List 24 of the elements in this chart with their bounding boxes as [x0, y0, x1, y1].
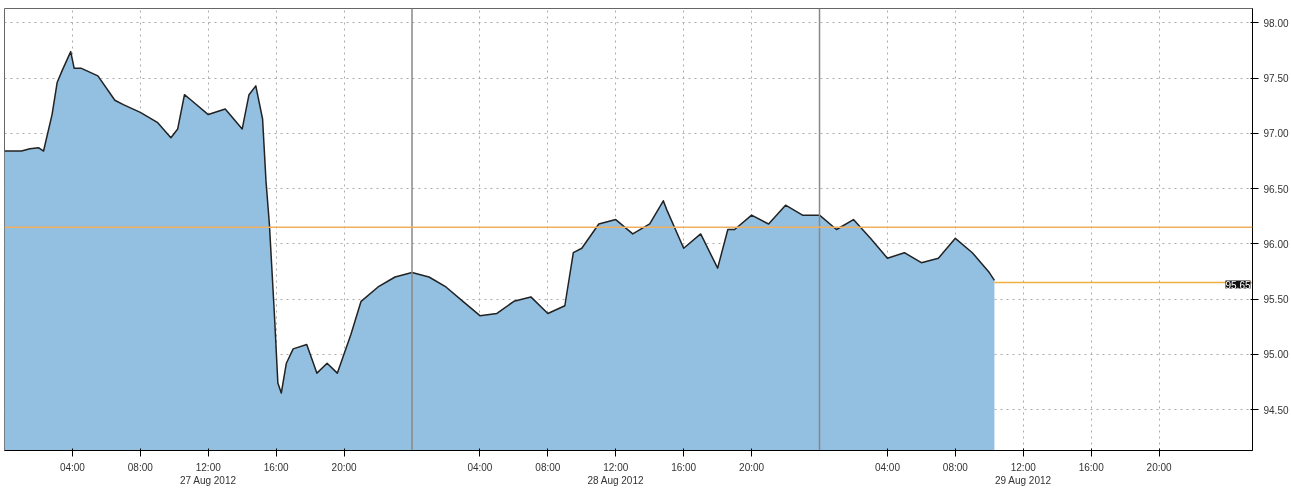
ref-line-label: 95.65	[1225, 279, 1251, 291]
x-tick-label: 04:00	[467, 461, 493, 473]
x-tick-label: 20:00	[331, 461, 358, 473]
x-tick-label: 12:00 29 Aug 2012	[994, 461, 1052, 486]
y-tick-label: 97.00	[1263, 128, 1289, 140]
x-tick-label: 16:00	[1078, 461, 1105, 473]
x-tick-label: 16:00	[263, 461, 290, 473]
x-tick-label: 16:00	[671, 461, 697, 473]
x-tick-label: 12:00 28 Aug 2012	[587, 461, 645, 486]
x-tick-label: 08:00	[535, 461, 561, 473]
y-tick-label: 97.50	[1263, 73, 1289, 85]
x-tick-label: 08:00	[127, 461, 154, 473]
x-tick-label: 12:00 27 Aug 2012	[179, 461, 237, 486]
x-tick-label: 08:00	[942, 461, 969, 473]
y-tick-label: 98.00	[1263, 17, 1289, 29]
x-tick-label: 04:00	[874, 461, 901, 473]
y-tick-label: 96.50	[1263, 183, 1289, 195]
y-tick-label: 96.00	[1263, 238, 1289, 250]
y-tick-label: 95.50	[1263, 294, 1289, 306]
x-tick-label: 20:00	[739, 461, 765, 473]
y-tick-label: 95.00	[1263, 349, 1289, 361]
x-tick-label: 20:00	[1146, 461, 1173, 473]
y-tick-label: 94.50	[1263, 404, 1289, 416]
x-tick-label: 04:00	[59, 461, 86, 473]
